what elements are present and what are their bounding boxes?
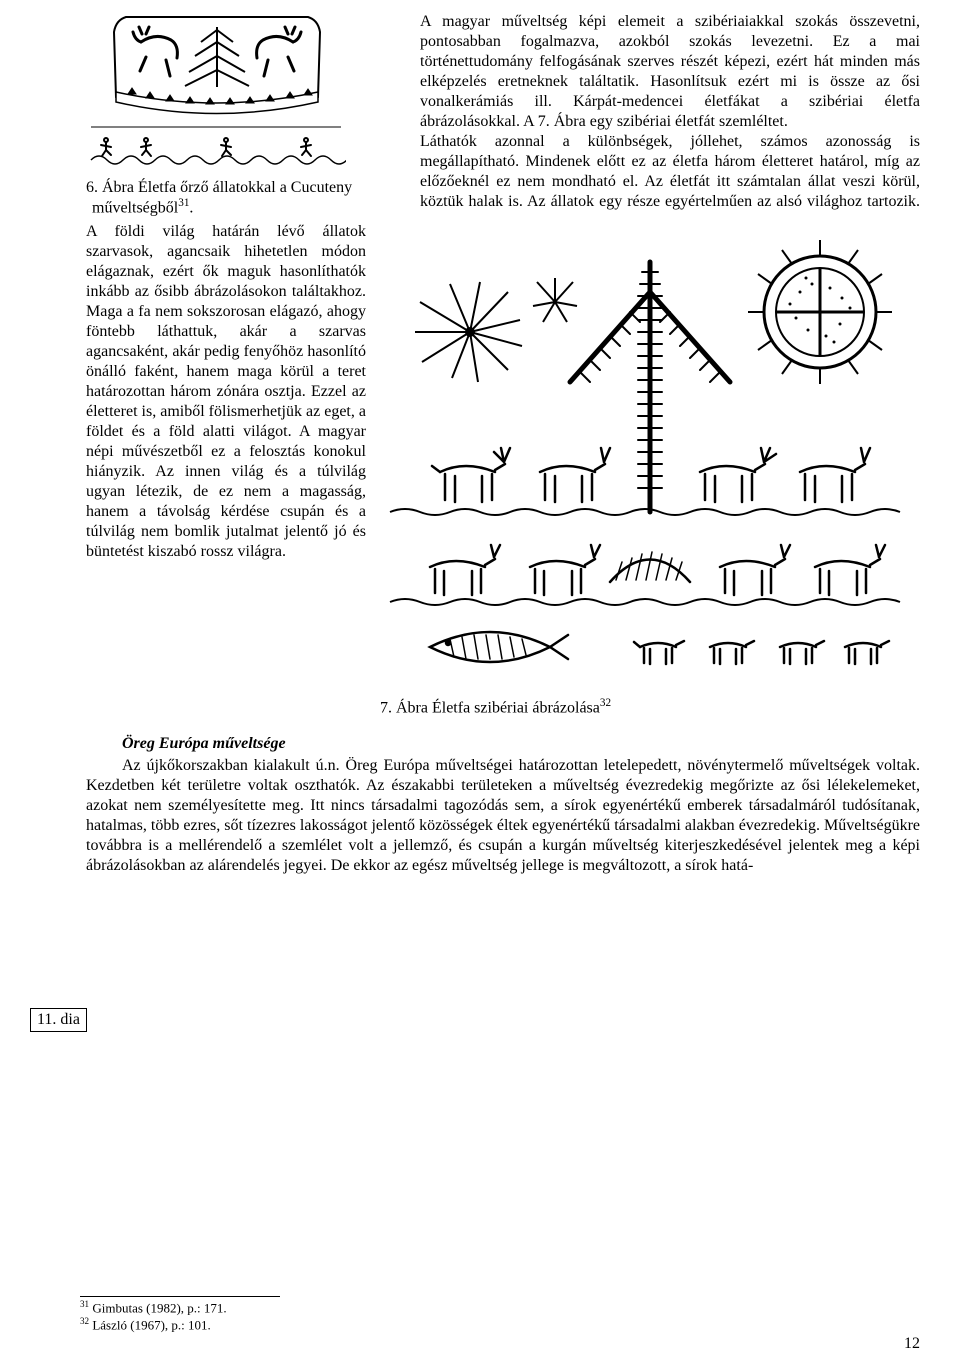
figure-6-caption: 6. Ábra Életfa őrző állatokkal a Cucuten… [86,178,406,218]
page-number: 12 [904,1334,920,1354]
figure-7-caption-text: 7. Ábra Életfa szibériai ábrázolása [380,699,600,716]
figure-6-caption-text: 6. Ábra Életfa őrző állatokkal a Cucuten… [86,179,352,217]
slide-number: 11. dia [37,1011,80,1028]
footnote-31: 31 Gimbutas (1982), p.: 171. [80,1299,780,1317]
figure-6: 6. Ábra Életfa őrző állatokkal a Cucuten… [86,12,406,218]
figure-7-caption: 7. Ábra Életfa szibériai ábrázolása32 [380,696,920,718]
figure-6-image [86,12,346,172]
figure-6-caption-suffix: . [189,200,193,217]
figure-7: 7. Ábra Életfa szibériai ábrázolása32 [380,222,920,718]
footnote-32-text: László (1967), p.: 101. [89,1318,211,1333]
footnotes: 31 Gimbutas (1982), p.: 171. 32 László (… [80,1296,280,1334]
footnote-31-text: Gimbutas (1982), p.: 171. [89,1300,227,1315]
section-paragraph-first: Az újkőkorszakban kialakult ú.n. Öreg Eu… [86,756,920,876]
body-p1a: A magyar műveltség képi elemeit a szibér… [420,13,920,130]
figure-7-image [380,222,920,692]
slide-number-box: 11. dia [30,1008,87,1032]
figure-7-sup: 32 [600,697,611,709]
section-heading: Öreg Európa műveltsége [122,734,920,754]
page: 6. Ábra Életfa őrző állatokkal a Cucuten… [0,0,960,1370]
section-oreg-europa: Öreg Európa műveltsége Az újkőkorszakban… [86,734,920,876]
footnote-32: 32 László (1967), p.: 101. [80,1316,780,1334]
figure-6-sup: 31 [178,197,189,209]
footnote-32-sup: 32 [80,1316,89,1326]
footnote-31-sup: 31 [80,1299,89,1309]
paragraph-1: 6. Ábra Életfa őrző állatokkal a Cucuten… [86,12,920,562]
